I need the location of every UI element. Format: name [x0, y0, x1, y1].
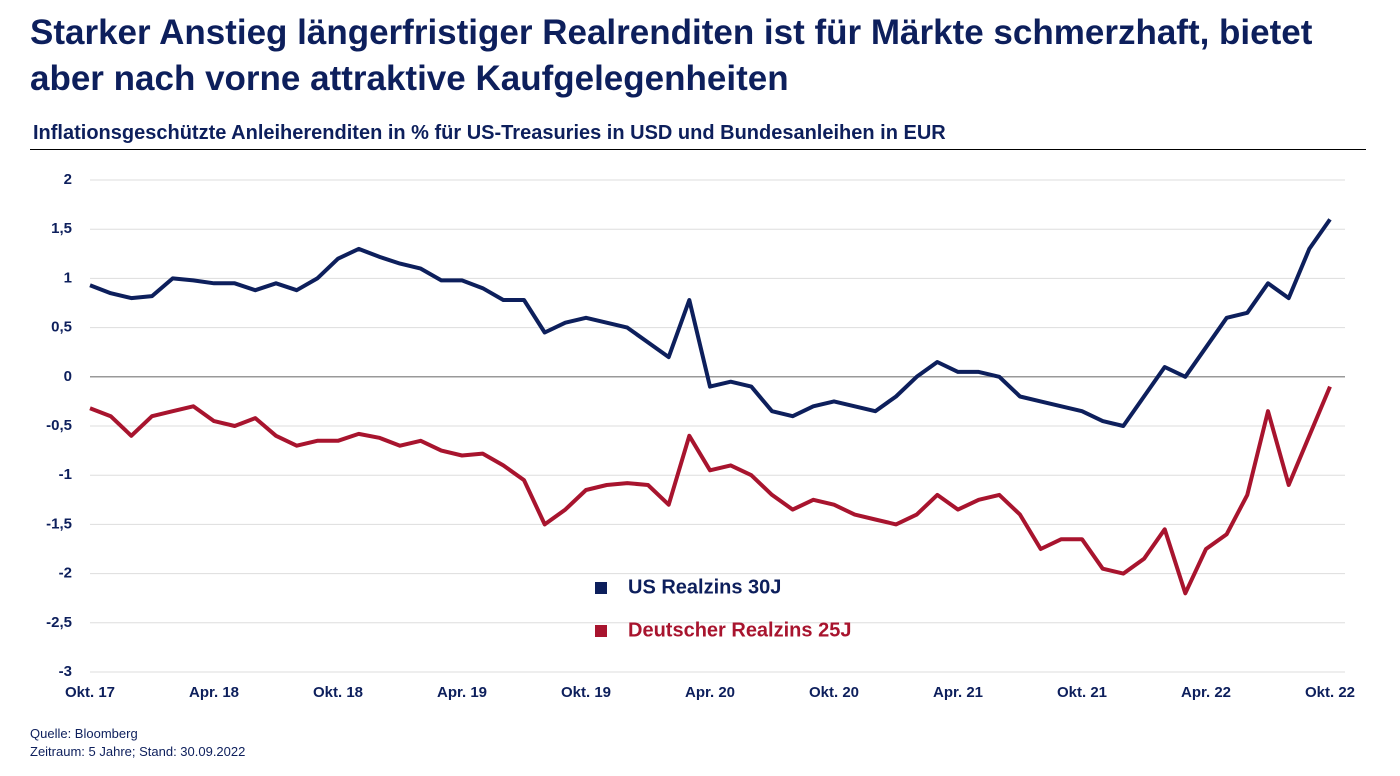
y-tick-label: -0,5: [46, 417, 72, 434]
x-tick-label: Apr. 19: [437, 684, 487, 701]
y-tick-label: 0,5: [51, 319, 72, 336]
y-tick-label: -1,5: [46, 515, 72, 532]
y-tick-label: 0: [64, 368, 72, 385]
x-tick-label: Okt. 18: [313, 684, 363, 701]
x-tick-label: Okt. 20: [809, 684, 859, 701]
y-tick-label: -3: [59, 663, 72, 680]
title: Starker Anstieg längerfristiger Realrend…: [30, 13, 1313, 98]
period: Zeitraum: 5 Jahre; Stand: 30.09.2022: [30, 744, 246, 759]
source: Quelle: Bloomberg: [30, 726, 138, 741]
legend-swatch: [595, 625, 607, 637]
legend-label: Deutscher Realzins 25J: [628, 619, 851, 641]
y-tick-label: -2: [59, 565, 72, 582]
x-tick-label: Apr. 20: [685, 684, 735, 701]
x-tick-label: Okt. 21: [1057, 684, 1107, 701]
y-tick-label: 2: [64, 171, 72, 188]
x-tick-label: Okt. 19: [561, 684, 611, 701]
x-tick-label: Okt. 22: [1305, 684, 1355, 701]
x-tick-label: Okt. 17: [65, 684, 115, 701]
legend-swatch: [595, 582, 607, 594]
line-series: [89, 218, 1332, 428]
y-tick-label: -1: [59, 466, 72, 483]
rule: [30, 149, 1366, 150]
y-tick-label: 1,5: [51, 220, 72, 237]
y-tick-label: -2,5: [46, 614, 72, 631]
x-tick-label: Apr. 18: [189, 684, 239, 701]
y-tick-label: 1: [64, 269, 72, 286]
legend-label: US Realzins 30J: [628, 576, 781, 598]
x-tick-label: Apr. 21: [933, 684, 983, 701]
x-tick-label: Apr. 22: [1181, 684, 1231, 701]
line-series: [89, 385, 1332, 596]
subtitle: Inflationsgeschützte Anleiherenditen in …: [33, 122, 946, 144]
